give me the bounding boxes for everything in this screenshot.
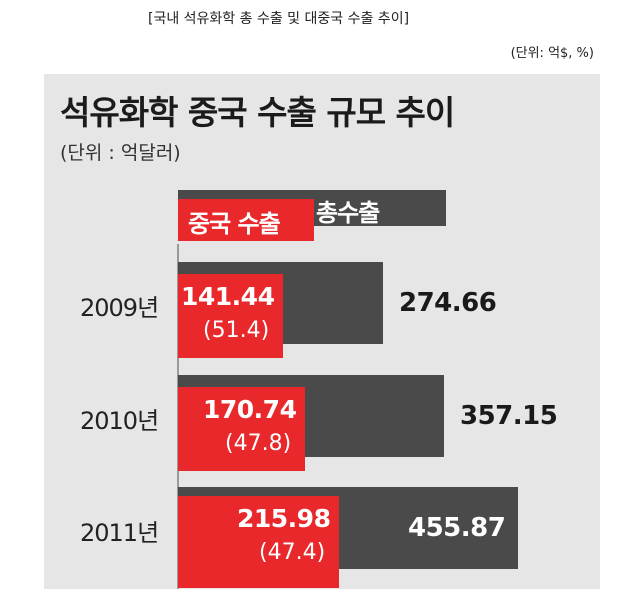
china-share-label: (47.8)	[225, 431, 292, 456]
top-caption: [국내 석유화학 총 수출 및 대중국 수출 추이]	[148, 11, 410, 27]
legend-total-label: 총수출	[316, 199, 380, 227]
china-share-label: (51.4)	[203, 318, 270, 343]
unit-note: (단위: 억$, %)	[510, 46, 594, 61]
legend-china-label: 중국 수출	[188, 210, 281, 238]
bar-china	[178, 387, 305, 471]
total-value-label: 274.66	[399, 288, 497, 318]
legend-china-swatch	[178, 199, 314, 241]
chart-title: 석유화학 중국 수출 규모 추이	[60, 93, 455, 132]
category-label: 2009년	[80, 294, 159, 322]
total-value-label: 357.15	[460, 401, 558, 431]
bar-china	[178, 274, 283, 358]
category-label: 2011년	[80, 519, 159, 547]
china-value-label: 170.74	[203, 395, 297, 424]
china-value-label: 215.98	[237, 504, 331, 533]
category-label: 2010년	[80, 407, 159, 435]
china-share-label: (47.4)	[259, 540, 326, 565]
china-value-label: 141.44	[181, 282, 275, 311]
total-value-label: 455.87	[408, 513, 506, 543]
bar-china	[178, 496, 339, 588]
chart-subtitle: (단위 : 억달러)	[60, 142, 181, 164]
